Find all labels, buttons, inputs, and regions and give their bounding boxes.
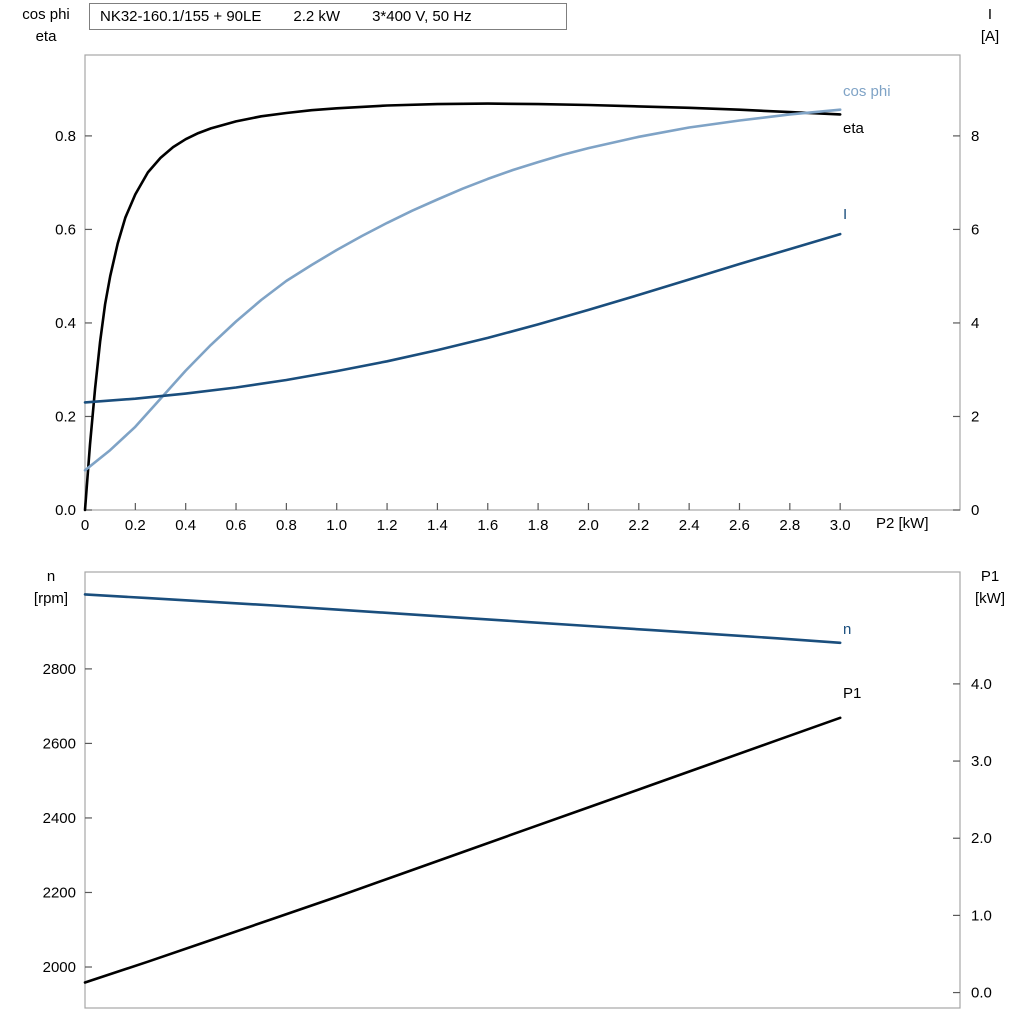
right-axis-tick-label: 3.0 xyxy=(971,753,992,770)
x-axis-tick-label: 0.8 xyxy=(276,517,297,534)
eta-curve xyxy=(83,102,842,512)
p1-axis-header: P1 xyxy=(980,568,1000,585)
chart-title-box: NK32-160.1/155 + 90LE 2.2 kW 3*400 V, 50… xyxy=(89,3,567,30)
left-axis-tick-label: 2000 xyxy=(43,959,76,976)
top-left-axis-header: cos phi eta xyxy=(6,4,86,48)
x-axis-tick-label: 2.4 xyxy=(679,517,700,534)
left-axis-tick-label: 2200 xyxy=(43,884,76,901)
left-axis-tick-label: 2600 xyxy=(43,735,76,752)
left-axis-tick-label: 0.8 xyxy=(55,128,76,145)
top-right-axis-header: I [A] xyxy=(962,4,1018,48)
x-axis-tick-label: 0.6 xyxy=(226,517,247,534)
right-axis-tick-label: 2 xyxy=(971,408,979,425)
left-axis-tick-label: 0.6 xyxy=(55,221,76,238)
x-axis-tick-label: 0 xyxy=(81,517,89,534)
input-power-curve xyxy=(83,716,842,984)
left-axis-tick-label: 0.0 xyxy=(55,502,76,519)
x-axis-tick-label: 0.4 xyxy=(175,517,196,534)
bottom-left-axis-header: n [rpm] xyxy=(14,566,88,610)
right-axis-tick-label: 1.0 xyxy=(971,907,992,924)
x-axis-tick-label: 2.2 xyxy=(628,517,649,534)
speed-curve xyxy=(83,593,842,645)
left-axis-tick-label: 2800 xyxy=(43,661,76,678)
right-axis-tick-label: 4.0 xyxy=(971,676,992,693)
right-axis-tick-label: 8 xyxy=(971,128,979,145)
speed-axis-unit: [rpm] xyxy=(33,590,69,607)
x-axis-tick-label: 1.4 xyxy=(427,517,448,534)
right-axis-tick-label: 2.0 xyxy=(971,830,992,847)
plot-frame-top xyxy=(84,54,961,511)
right-axis-tick-label: 6 xyxy=(971,221,979,238)
right-axis-header-current-unit: [A] xyxy=(980,28,1000,45)
left-axis-tick-label: 0.2 xyxy=(55,408,76,425)
title-motor-power: 2.2 kW xyxy=(293,8,341,25)
x-axis-tick-label: 1.0 xyxy=(326,517,347,534)
right-axis-tick-label: 0.0 xyxy=(971,985,992,1002)
speed-curve-label: n xyxy=(843,621,852,638)
x-axis-tick-label: 2.6 xyxy=(729,517,750,534)
speed-axis-header: n xyxy=(46,568,56,585)
x-axis-tick-label: 2.0 xyxy=(578,517,599,534)
x-axis-tick-label: 2.8 xyxy=(779,517,800,534)
title-supply: 3*400 V, 50 Hz xyxy=(372,8,472,25)
left-axis-tick-label: 0.4 xyxy=(55,315,76,332)
p1-axis-unit: [kW] xyxy=(975,590,1005,607)
cos-phi-curve xyxy=(83,108,842,472)
left-axis-header-eta: eta xyxy=(35,28,57,45)
title-pump-type: NK32-160.1/155 + 90LE xyxy=(100,8,262,25)
left-axis-tick-label: 2400 xyxy=(43,810,76,827)
left-axis-header-cos-phi: cos phi xyxy=(22,6,70,23)
right-axis-header-current: I xyxy=(987,6,993,23)
x-axis-tick-label: 3.0 xyxy=(830,517,851,534)
x-axis-tick-label: 0.2 xyxy=(125,517,146,534)
eta-curve-label: eta xyxy=(843,120,864,137)
p1-curve-label: P1 xyxy=(843,685,862,702)
x-axis-unit-label: P2 [kW] xyxy=(876,515,929,532)
current-curve-label: I xyxy=(843,206,848,223)
right-axis-tick-label: 0 xyxy=(971,502,979,519)
current-curve xyxy=(83,232,842,404)
x-axis-tick-label: 1.8 xyxy=(528,517,549,534)
right-axis-tick-label: 4 xyxy=(971,315,979,332)
plot-frame-bottom xyxy=(84,571,961,1009)
x-axis-tick-label: 1.6 xyxy=(477,517,498,534)
bottom-right-axis-header: P1 [kW] xyxy=(960,566,1020,610)
cos-phi-curve-label: cos phi xyxy=(843,83,891,100)
x-axis-tick-label: 1.2 xyxy=(377,517,398,534)
